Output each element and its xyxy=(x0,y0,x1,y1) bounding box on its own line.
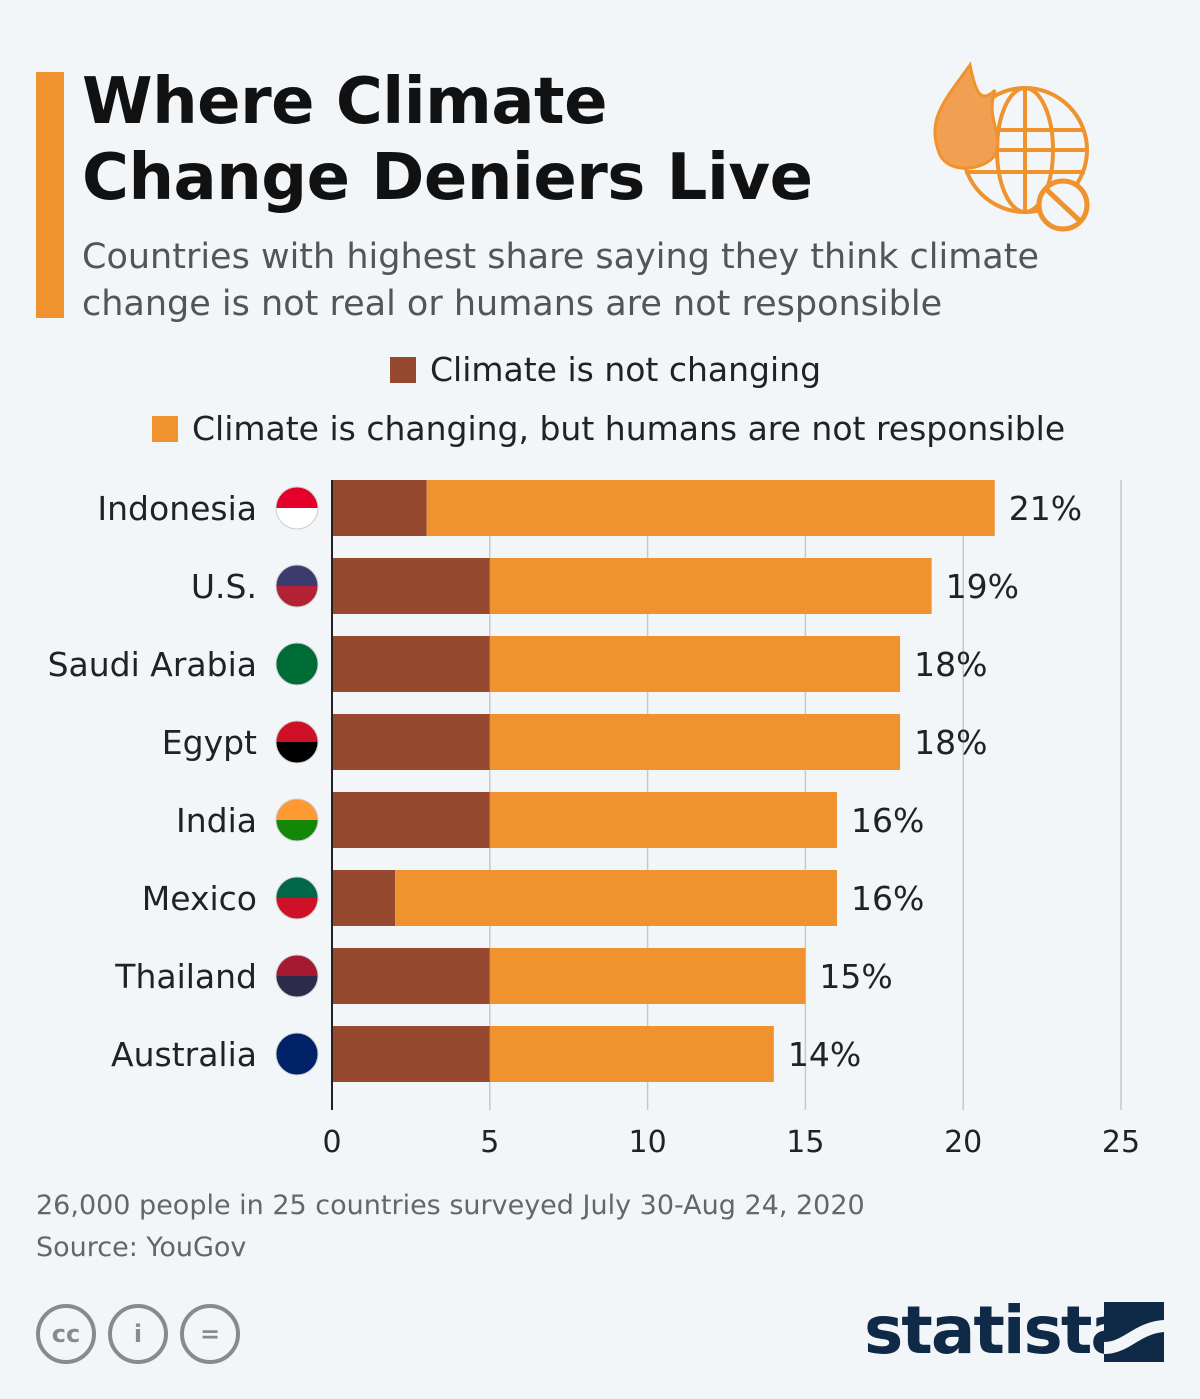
flag-icon xyxy=(276,976,318,997)
legend-label: Climate is changing, but humans are not … xyxy=(192,409,1066,448)
flag-icon xyxy=(276,1054,318,1075)
data-label: 14% xyxy=(788,1035,861,1074)
attribution-icon[interactable]: i xyxy=(108,1304,168,1364)
title-line-2: Change Deniers Live xyxy=(82,141,813,215)
bar-not-humans xyxy=(489,792,837,848)
flag-icon xyxy=(276,586,318,607)
flag-icon xyxy=(276,1033,318,1054)
page-title: Where Climate Change Deniers Live xyxy=(82,64,813,216)
bar-not-changing xyxy=(332,480,427,536)
subtitle: Countries with highest share saying they… xyxy=(82,237,1040,324)
legend-not-humans: Climate is changing, but humans are not … xyxy=(152,409,1065,448)
legend-swatch xyxy=(390,356,416,383)
data-label: 19% xyxy=(946,567,1019,606)
flag-icon xyxy=(276,955,318,976)
flag-icon xyxy=(276,664,318,685)
title-line-1: Where Climate xyxy=(82,65,608,139)
bar-not-changing xyxy=(332,792,490,848)
flag-outline xyxy=(275,486,319,530)
flag-outline xyxy=(275,798,319,842)
category-label: Mexico xyxy=(142,879,257,918)
category-label: Saudi Arabia xyxy=(48,645,257,684)
flag-outline xyxy=(275,642,319,686)
burning-globe-icon xyxy=(933,61,1090,232)
x-tick-label: 25 xyxy=(1102,1125,1140,1160)
survey-note: 26,000 people in 25 countries surveyed J… xyxy=(36,1190,865,1221)
category-label: Indonesia xyxy=(97,489,257,528)
bar-chart: 0 5 10 15 20 25 21% Indonesia 19% U.S. 18% Saudi Ar… xyxy=(48,480,1140,1160)
x-tick-label: 0 xyxy=(322,1125,341,1160)
x-tick-label: 15 xyxy=(786,1125,824,1160)
bar-not-humans xyxy=(489,714,901,770)
bar-not-changing xyxy=(332,948,490,1004)
flag-icon xyxy=(276,742,318,763)
flag-outline xyxy=(275,1032,319,1076)
title-accent-bar xyxy=(36,72,64,318)
data-label: 16% xyxy=(851,879,924,918)
no-derivatives-icon[interactable]: = xyxy=(180,1304,240,1364)
legend-not-changing: Climate is not changing xyxy=(390,350,821,389)
flag-icon xyxy=(276,799,318,820)
flag-icon xyxy=(276,643,318,664)
flag-icon xyxy=(276,508,318,529)
flag-outline xyxy=(275,954,319,998)
data-label: 21% xyxy=(1009,489,1082,528)
flag-outline xyxy=(275,564,319,608)
legend-label: Climate is not changing xyxy=(430,350,822,389)
bar-not-changing xyxy=(332,636,490,692)
category-label: Thailand xyxy=(114,957,257,996)
bar-not-changing xyxy=(332,870,396,926)
bar-not-humans xyxy=(426,480,995,536)
data-label: 18% xyxy=(914,645,987,684)
data-label: 18% xyxy=(914,723,987,762)
bar-not-humans xyxy=(489,1026,774,1082)
bar-not-changing xyxy=(332,558,490,614)
flag-icon xyxy=(276,565,318,586)
flag-outline xyxy=(275,876,319,920)
x-tick-label: 5 xyxy=(480,1125,499,1160)
x-tick-label: 10 xyxy=(629,1125,667,1160)
bar-not-humans xyxy=(395,870,837,926)
flag-icon xyxy=(276,898,318,919)
category-label: Australia xyxy=(111,1035,257,1074)
category-label: India xyxy=(176,801,257,840)
statista-logo-icon xyxy=(1104,1302,1164,1362)
flag-icon xyxy=(276,820,318,841)
source-text: Source: YouGov xyxy=(36,1232,247,1263)
bar-not-humans xyxy=(489,558,932,614)
data-label: 15% xyxy=(819,957,892,996)
flag-icon xyxy=(276,877,318,898)
flag-icon xyxy=(276,487,318,508)
data-label: 16% xyxy=(851,801,924,840)
bar-not-changing xyxy=(332,1026,490,1082)
x-tick-label: 20 xyxy=(944,1125,982,1160)
bar-not-changing xyxy=(332,714,490,770)
cc-license-icon[interactable]: cc xyxy=(36,1304,96,1364)
flag-outline xyxy=(275,720,319,764)
statista-logo[interactable]: statista xyxy=(864,1292,1135,1369)
category-label: Egypt xyxy=(162,723,257,762)
flag-icon xyxy=(276,721,318,742)
bar-not-humans xyxy=(489,948,806,1004)
legend-swatch xyxy=(152,415,178,442)
bar-not-humans xyxy=(489,636,901,692)
category-label: U.S. xyxy=(191,567,257,606)
